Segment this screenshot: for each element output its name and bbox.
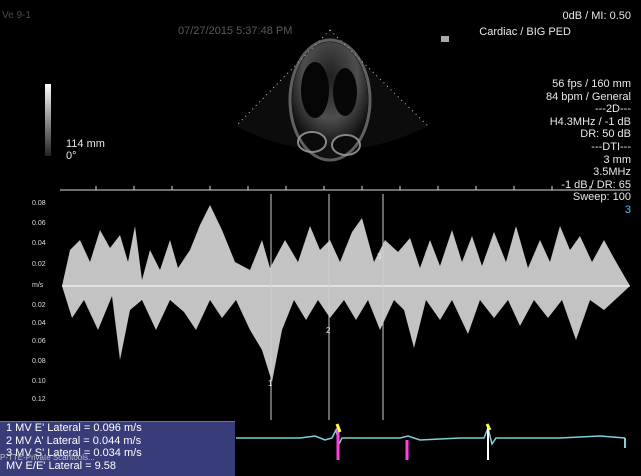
- watermark: P-TTE-Private Scantools...: [0, 453, 95, 462]
- echo-sector-image: [235, 29, 429, 162]
- scale-tick: 0.08: [32, 358, 46, 365]
- grayscale-bar: [45, 84, 51, 156]
- caliper-label-2: 2: [326, 326, 331, 335]
- caliper-label-1: 1: [268, 379, 273, 388]
- scale-tick: 0.02: [32, 261, 46, 268]
- scale-tick: 0.04: [32, 320, 46, 327]
- ecg-trace: [236, 423, 626, 460]
- param-line: -1 dB / DR: 65: [561, 178, 631, 191]
- param-line: ---DTI---: [591, 140, 631, 153]
- measurement-row: 2 MV A' Lateral = 0.044 m/s: [6, 434, 142, 447]
- caliper-lines: [270, 194, 384, 420]
- preset-label: Cardiac / BIG PED: [479, 26, 571, 38]
- datetime-label: 07/27/2015 5:37:48 PM: [178, 25, 293, 37]
- depth-value: 114 mm: [66, 138, 105, 150]
- scale-tick: 0.12: [32, 396, 46, 403]
- depth-readout: 114 mm 0°: [66, 138, 105, 162]
- param-line: H4.3MHz / -1 dB: [549, 115, 631, 128]
- scale-tick: 0.10: [32, 378, 46, 385]
- param-line: ---2D---: [594, 103, 631, 116]
- orientation-marker-icon: [441, 36, 449, 42]
- depth-angle: 0°: [66, 150, 77, 162]
- param-line: Sweep: 100: [572, 191, 631, 204]
- scale-tick: 0.06: [32, 220, 46, 227]
- param-line: 3 mm: [603, 153, 632, 166]
- param-line: 84 bpm / General: [546, 90, 631, 103]
- measurement-panel: 1 MV E' Lateral = 0.096 m/s 2 MV A' Late…: [0, 421, 235, 476]
- probe-label: Ve 9-1: [2, 10, 31, 21]
- measurement-row: 1 MV E' Lateral = 0.096 m/s: [6, 422, 142, 434]
- param-line: DR: 50 dB: [580, 128, 631, 141]
- scale-tick: 0.04: [32, 240, 46, 247]
- velocity-scale: 0.08 0.06 0.04 0.02 m/s 0.02 0.04 0.06 0…: [0, 196, 60, 416]
- scale-tick: 0.02: [32, 302, 46, 309]
- parameter-panel: 56 fps / 160 mm 84 bpm / General ---2D--…: [461, 78, 631, 217]
- scale-tick: 0.08: [32, 200, 46, 207]
- scale-tick: 0.06: [32, 338, 46, 345]
- measurement-row: MV E/E' Lateral = 9.58: [6, 459, 117, 472]
- measurement-row: 3 MV S' Lateral = 0.034 m/s: [6, 447, 142, 459]
- caliper-label-3: 3: [377, 252, 382, 261]
- param-line: 56 fps / 160 mm: [552, 78, 631, 90]
- param-line: 3.5MHz: [593, 166, 631, 179]
- scale-unit: m/s: [32, 282, 44, 289]
- time-ruler: [60, 186, 630, 191]
- doppler-spectrum: [62, 205, 630, 382]
- sweep-marker: 3: [624, 203, 631, 216]
- mi-label: 0dB / MI: 0.50: [562, 10, 631, 22]
